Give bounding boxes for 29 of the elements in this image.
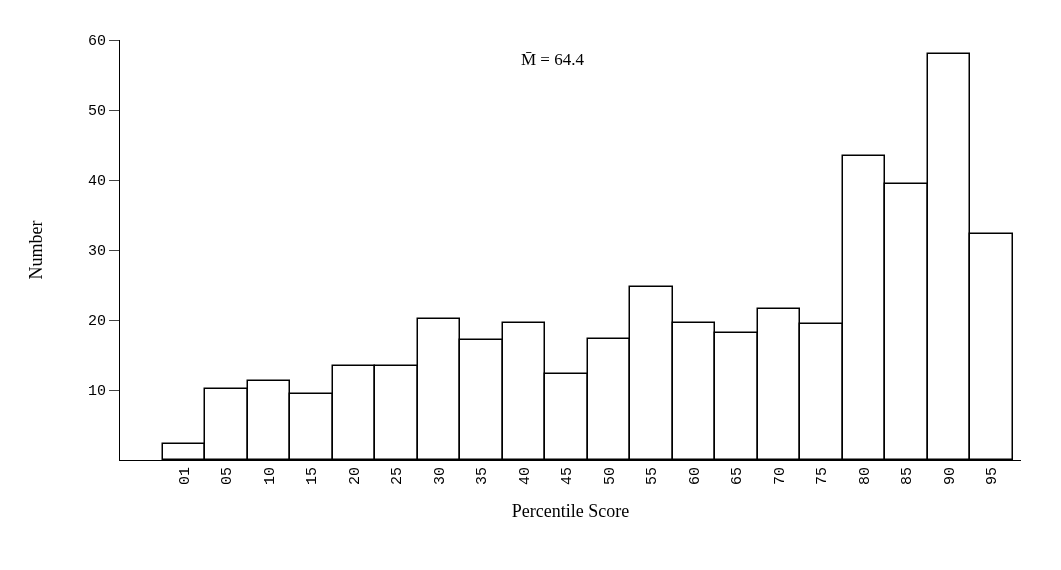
x-axis-title: Percentile Score (511, 501, 630, 522)
y-tick-label: 30 (87, 243, 106, 261)
x-tick-label: 75 (814, 467, 832, 486)
x-tick-label: 15 (304, 467, 322, 486)
x-tick-label: 95 (984, 467, 1002, 486)
x-tick-label: 90 (941, 467, 959, 486)
x-tick-label: 65 (729, 467, 747, 486)
x-tick-label: 60 (686, 467, 704, 486)
x-tick-label: 85 (899, 467, 917, 486)
y-tick-label: 20 (87, 313, 106, 331)
x-tick-label: 35 (474, 467, 492, 486)
x-tick-label: 01 (176, 467, 194, 486)
x-tick-label: 05 (219, 467, 237, 486)
x-tick-label: 10 (261, 467, 279, 486)
x-tick-label: 30 (431, 467, 449, 486)
x-tick-label: 40 (516, 467, 534, 486)
annotation: M̄ = 64.4 (521, 50, 585, 69)
x-tick-label: 50 (601, 467, 619, 486)
x-tick-label: 25 (389, 467, 407, 486)
y-tick-label: 10 (87, 383, 106, 401)
x-tick-label: 70 (771, 467, 789, 486)
x-tick-label: 55 (644, 467, 662, 486)
y-tick-label: 40 (87, 173, 106, 191)
y-tick-label: 50 (87, 103, 106, 121)
y-axis-title: Number (26, 220, 47, 280)
x-tick-label: 45 (559, 467, 577, 486)
x-tick-label: 20 (346, 467, 364, 486)
x-tick-label: 80 (856, 467, 874, 486)
y-tick-label: 60 (87, 33, 106, 51)
